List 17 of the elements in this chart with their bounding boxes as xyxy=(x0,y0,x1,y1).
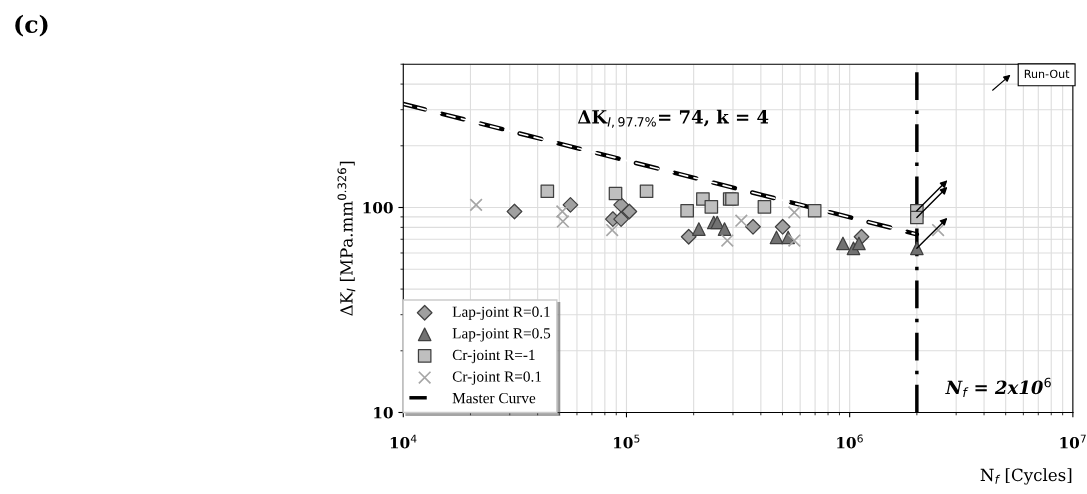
legend-label: Lap-joint R=0.1 xyxy=(452,306,550,321)
x-tick-label: 10$^{5}$ xyxy=(613,434,640,449)
text: (c) xyxy=(15,14,48,37)
x-tick-label: 10$^{7}$ xyxy=(1060,434,1086,449)
x-axis-title: N$_{f}$ [Cycles] xyxy=(980,468,1072,485)
x-tick-label: 10$^{6}$ xyxy=(837,434,863,449)
y-axis-title: ΔK$_{I}$ [MPa.mm$^{0.326}$] xyxy=(337,161,356,316)
y-tick-label: 100 xyxy=(363,201,393,214)
annotation: Run-Out xyxy=(1024,69,1070,79)
annotation: ΔK$_{I,97.7%}$= 74, k = 4 xyxy=(577,109,769,128)
legend-label: Cr-joint R=-1 xyxy=(452,349,535,364)
x-tick-label: 10$^{4}$ xyxy=(390,434,417,449)
annotation: N$_{f}$ = 2x10$^{6}$ xyxy=(945,377,1051,397)
legend-label: Lap-joint R=0.5 xyxy=(452,328,551,342)
y-tick-label: 10 xyxy=(374,406,393,419)
legend-label: Master Curve xyxy=(452,393,536,404)
legend-label: Cr-joint R=0.1 xyxy=(452,371,542,385)
